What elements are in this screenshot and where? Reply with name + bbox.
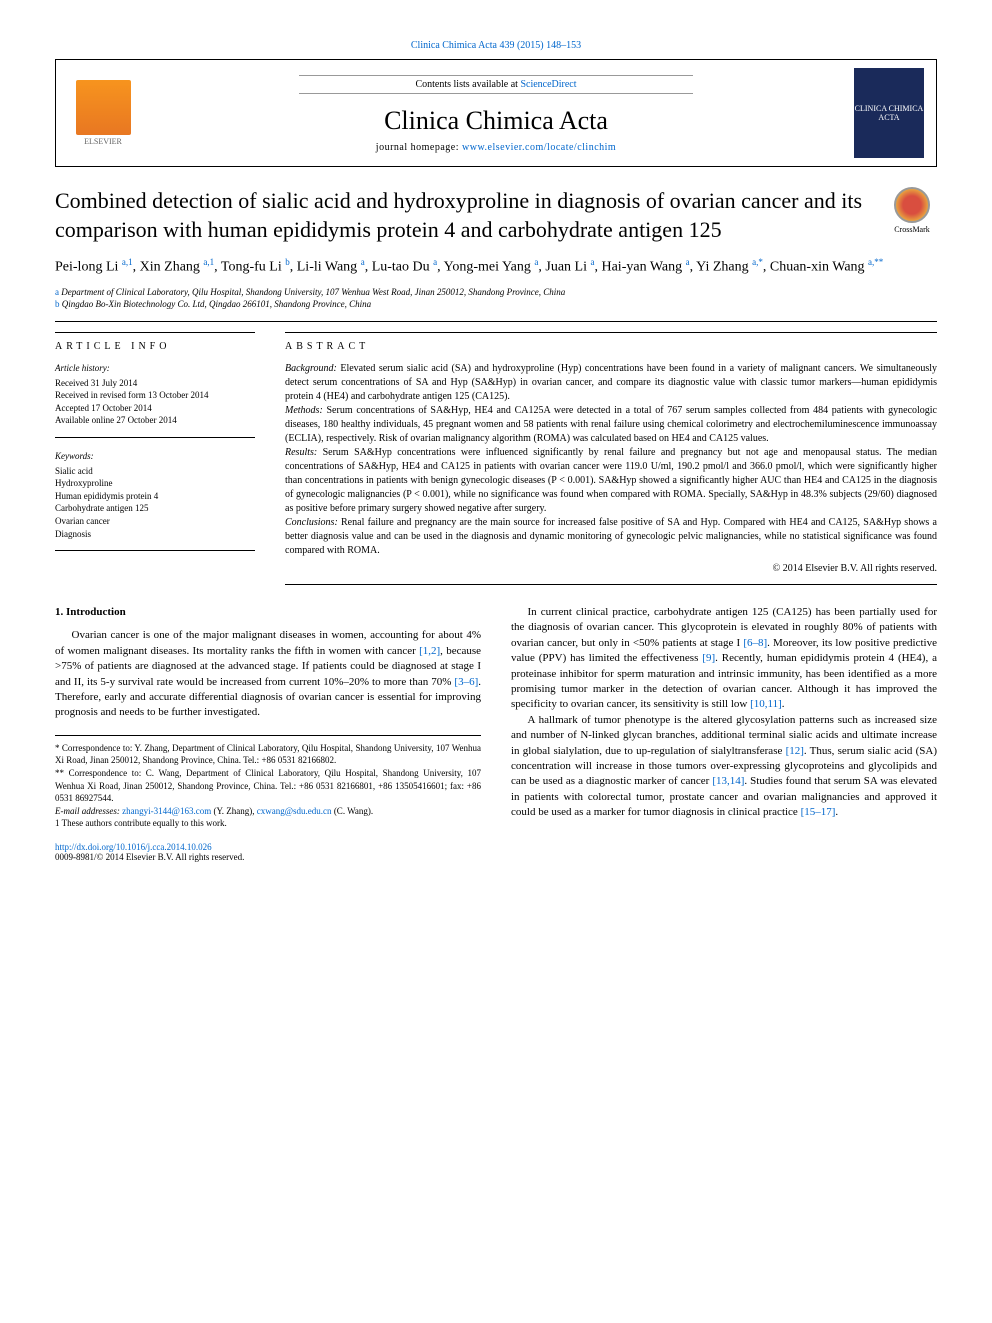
body-columns: 1. Introduction Ovarian cancer is one of… (55, 605, 937, 830)
info-abstract-row: ARTICLE INFO Article history: Received 3… (55, 332, 937, 585)
title-row: Combined detection of sialic acid and hy… (55, 187, 937, 244)
history-0: Received 31 July 2014 (55, 377, 255, 390)
keyword-1: Hydroxyproline (55, 477, 255, 490)
authors: Pei-long Li a,1, Xin Zhang a,1, Tong-fu … (55, 256, 937, 278)
abstract-heading: ABSTRACT (285, 341, 937, 352)
corr-2: ** Correspondence to: C. Wang, Departmen… (55, 767, 481, 805)
ref-link[interactable]: [13,14] (712, 775, 744, 787)
article-history: Article history: Received 31 July 2014 R… (55, 362, 255, 438)
homepage-line: journal homepage: www.elsevier.com/locat… (138, 142, 854, 153)
ref-link[interactable]: [6–8] (743, 637, 767, 649)
right-column: In current clinical practice, carbohydra… (511, 605, 937, 830)
crossmark-badge[interactable]: CrossMark (887, 187, 937, 237)
article-info-heading: ARTICLE INFO (55, 341, 255, 352)
journal-name: Clinica Chimica Acta (138, 106, 854, 136)
doi-block: http://dx.doi.org/10.1016/j.cca.2014.10.… (55, 842, 244, 862)
right-para-2: A hallmark of tumor phenotype is the alt… (511, 713, 937, 821)
elsevier-label: ELSEVIER (84, 137, 122, 146)
left-column: 1. Introduction Ovarian cancer is one of… (55, 605, 481, 830)
bottom-row: http://dx.doi.org/10.1016/j.cca.2014.10.… (55, 842, 937, 862)
abstract-conclusions: Renal failure and pregnancy are the main… (285, 517, 937, 556)
cover-text: CLINICA CHIMICA ACTA (854, 104, 924, 122)
equal-contrib: 1 These authors contribute equally to th… (55, 817, 481, 830)
top-reference: Clinica Chimica Acta 439 (2015) 148–153 (55, 40, 937, 51)
ref-link[interactable]: [3–6] (454, 676, 478, 688)
emails: E-mail addresses: zhangyi-3144@163.com (… (55, 805, 481, 818)
divider (55, 321, 937, 322)
keyword-3: Carbohydrate antigen 125 (55, 502, 255, 515)
elsevier-logo: ELSEVIER (68, 76, 138, 151)
article-info: ARTICLE INFO Article history: Received 3… (55, 332, 255, 585)
journal-cover-icon: CLINICA CHIMICA ACTA (854, 68, 924, 158)
history-2: Accepted 17 October 2014 (55, 402, 255, 415)
doi-link[interactable]: http://dx.doi.org/10.1016/j.cca.2014.10.… (55, 842, 212, 852)
abstract-methods: Serum concentrations of SA&Hyp, HE4 and … (285, 405, 937, 444)
affiliation-a: a Department of Clinical Laboratory, Qil… (55, 286, 937, 299)
elsevier-tree-icon (76, 80, 131, 135)
keywords-label: Keywords: (55, 450, 255, 463)
keyword-5: Diagnosis (55, 528, 255, 541)
keyword-0: Sialic acid (55, 465, 255, 478)
crossmark-icon (894, 187, 930, 223)
contents-line: Contents lists available at ScienceDirec… (299, 75, 693, 94)
homepage-prefix: journal homepage: (376, 142, 462, 153)
ref-link[interactable]: [15–17] (801, 806, 836, 818)
ref-link[interactable]: [12] (786, 745, 804, 757)
ref-link[interactable]: [1,2] (419, 645, 440, 657)
corr-1: * Correspondence to: Y. Zhang, Departmen… (55, 742, 481, 767)
ref-link[interactable]: [9] (702, 652, 715, 664)
abstract-results: Serum SA&Hyp concentrations were influen… (285, 447, 937, 514)
history-label: Article history: (55, 362, 255, 375)
issn-line: 0009-8981/© 2014 Elsevier B.V. All right… (55, 852, 244, 862)
intro-para-1: Ovarian cancer is one of the major malig… (55, 628, 481, 720)
keywords-block: Keywords: Sialic acid Hydroxyproline Hum… (55, 450, 255, 551)
homepage-link[interactable]: www.elsevier.com/locate/clinchim (462, 142, 616, 153)
affiliation-b: b Qingdao Bo-Xin Biotechnology Co. Ltd, … (55, 298, 937, 311)
article-title: Combined detection of sialic acid and hy… (55, 187, 872, 244)
keyword-4: Ovarian cancer (55, 515, 255, 528)
abstract-copyright: © 2014 Elsevier B.V. All rights reserved… (285, 562, 937, 576)
ref-link[interactable]: [10,11] (750, 698, 782, 710)
affiliations: a Department of Clinical Laboratory, Qil… (55, 286, 937, 311)
contents-text: Contents lists available at (415, 79, 520, 90)
abstract-text: Background: Elevated serum sialic acid (… (285, 362, 937, 576)
crossmark-label: CrossMark (894, 225, 930, 234)
history-3: Available online 27 October 2014 (55, 414, 255, 427)
keyword-2: Human epididymis protein 4 (55, 490, 255, 503)
journal-header: ELSEVIER Contents lists available at Sci… (55, 59, 937, 167)
sciencedirect-link[interactable]: ScienceDirect (520, 79, 576, 90)
email-link-1[interactable]: zhangyi-3144@163.com (122, 806, 211, 816)
header-center: Contents lists available at ScienceDirec… (138, 74, 854, 153)
email-link-2[interactable]: cxwang@sdu.edu.cn (257, 806, 332, 816)
intro-heading: 1. Introduction (55, 605, 481, 620)
history-1: Received in revised form 13 October 2014 (55, 389, 255, 402)
footnotes: * Correspondence to: Y. Zhang, Departmen… (55, 735, 481, 830)
page: Clinica Chimica Acta 439 (2015) 148–153 … (0, 0, 992, 902)
right-para-1: In current clinical practice, carbohydra… (511, 605, 937, 713)
abstract: ABSTRACT Background: Elevated serum sial… (285, 332, 937, 585)
abstract-background: Elevated serum sialic acid (SA) and hydr… (285, 363, 937, 402)
